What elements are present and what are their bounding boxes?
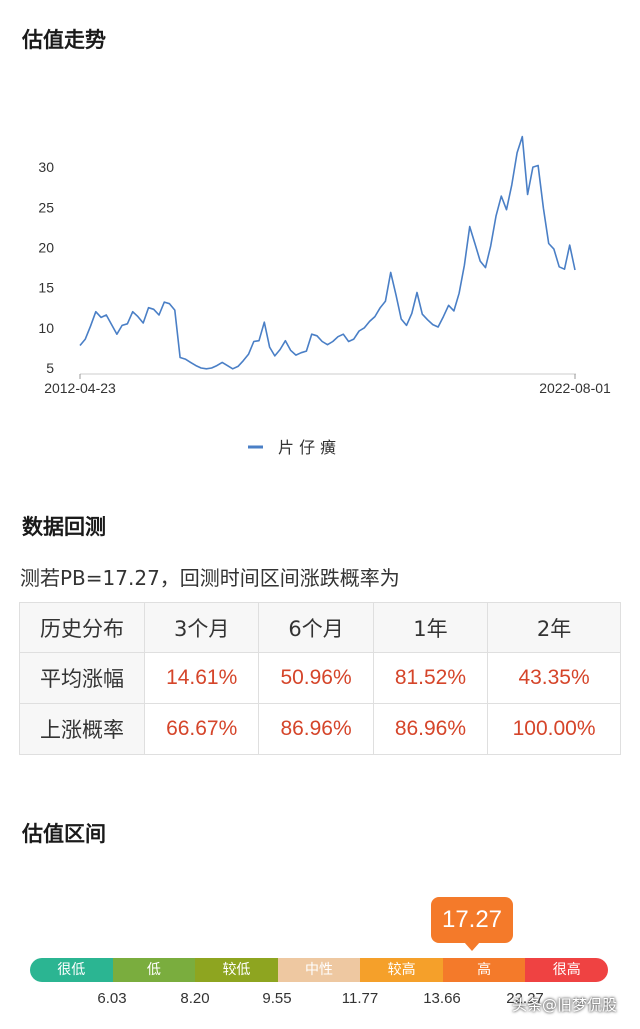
range-bound: 22.27 — [506, 990, 544, 1007]
backtest-description: 测若PB=17.27，回测时间区间涨跌概率为 — [20, 566, 400, 590]
table-cell: 50.96% — [258, 652, 374, 704]
backtest-title: 数据回测 — [22, 515, 106, 539]
header-cell: 6个月 — [258, 602, 374, 653]
range-bound: 6.03 — [97, 990, 127, 1007]
x-tick-label-end: 2022-08-01 — [539, 380, 611, 396]
y-tick-label: 30 — [38, 159, 54, 175]
backtest-table: 历史分布 3个月 6个月 1年 2年 平均涨幅 14.61% 50.96% 81… — [19, 602, 621, 755]
y-tick-label: 5 — [46, 360, 54, 376]
y-tick-label: 25 — [38, 199, 54, 215]
range-bound: 8.20 — [180, 990, 210, 1007]
header-cell: 2年 — [487, 602, 621, 653]
range-segment-neutral: 中性 — [277, 958, 361, 982]
header-cell: 1年 — [372, 602, 489, 653]
table-row: 上涨概率 66.67% 86.96% 86.96% 100.00% — [19, 703, 621, 755]
header-cell: 3个月 — [143, 602, 260, 653]
legend-label: 片 仔 癀 — [278, 438, 336, 457]
table-cell: 66.67% — [143, 703, 260, 755]
watermark: 头条@旧梦侃股 — [512, 996, 618, 1014]
range-bound: 11.77 — [341, 990, 379, 1007]
table-cell: 81.52% — [372, 652, 489, 704]
y-tick-label: 10 — [38, 320, 54, 336]
row-label: 上涨概率 — [19, 703, 145, 755]
marker-pointer — [464, 942, 480, 951]
table-row: 平均涨幅 14.61% 50.96% 81.52% 43.35% — [19, 652, 621, 704]
range-bound: 13.66 — [423, 990, 461, 1007]
series-line-pianzaihuang — [79, 135, 576, 370]
range-segment-high: 高 — [442, 958, 526, 982]
table-cell: 86.96% — [258, 703, 374, 755]
range-segment-lower: 较低 — [195, 958, 278, 982]
current-value-marker: 17.27 — [431, 897, 513, 943]
table-cell: 43.35% — [487, 652, 621, 704]
y-tick-label: 15 — [38, 280, 54, 296]
table-cell: 14.61% — [143, 652, 260, 704]
valuation-line-chart: 5 10 15 20 25 30 2012-04-23 2022-08-01 片 仔 癀 — [38, 135, 611, 457]
range-segment-low: 低 — [112, 958, 196, 982]
range-segment-very-high: 很高 — [525, 958, 608, 982]
table-header-row: 历史分布 3个月 6个月 1年 2年 — [19, 602, 621, 653]
y-tick-label: 20 — [38, 239, 54, 255]
legend[interactable]: 片 仔 癀 — [248, 438, 336, 457]
range-segment-higher: 较高 — [360, 958, 443, 982]
table-cell: 86.96% — [372, 703, 489, 755]
y-axis: 5 10 15 20 25 30 — [38, 159, 54, 376]
range-segment-very-low: 很低 — [30, 958, 113, 982]
valuation-range-bar: 很低 低 较低 中性 较高 高 很高 — [30, 958, 608, 982]
row-label: 平均涨幅 — [19, 652, 145, 704]
valuation-range-title: 估值区间 — [22, 822, 106, 846]
x-tick-label-start: 2012-04-23 — [44, 380, 116, 396]
table-cell: 100.00% — [487, 703, 621, 755]
range-bound: 9.55 — [262, 990, 292, 1007]
header-cell: 历史分布 — [19, 602, 145, 653]
valuation-trend-title: 估值走势 — [22, 28, 106, 52]
